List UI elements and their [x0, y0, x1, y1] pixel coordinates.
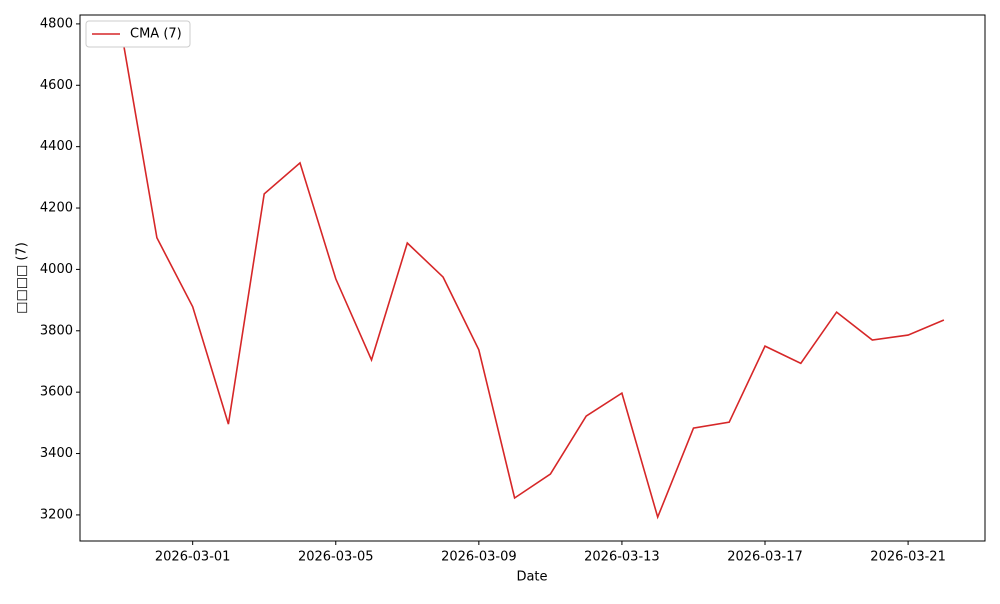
x-tick-label: 2026-03-21 — [870, 550, 946, 565]
y-tick-label: 4200 — [40, 201, 73, 216]
plot-frame — [79, 14, 986, 542]
x-tick-label: 2026-03-01 — [155, 550, 231, 565]
y-tick-label: 3600 — [40, 385, 73, 400]
x-axis-label: Date — [516, 570, 547, 585]
data-line — [120, 29, 945, 520]
x-tick-label: 2026-03-13 — [584, 550, 660, 565]
y-tick-label: 4600 — [40, 78, 73, 93]
x-tick-label: 2026-03-17 — [727, 550, 803, 565]
y-tick-label: 4000 — [40, 262, 73, 277]
y-tick-label: 3400 — [40, 446, 73, 461]
x-tick-label: 2026-03-05 — [298, 550, 374, 565]
y-tick-label: 4400 — [40, 139, 73, 154]
y-axis-label: □□□□ (7) — [15, 242, 30, 314]
y-tick-label: 3200 — [40, 507, 73, 522]
x-tick-label: 2026-03-09 — [441, 550, 517, 565]
legend-box — [85, 20, 191, 48]
y-tick-label: 3800 — [40, 323, 73, 338]
legend-label: CMA (7) — [130, 27, 182, 42]
y-tick-label: 4800 — [40, 16, 73, 31]
